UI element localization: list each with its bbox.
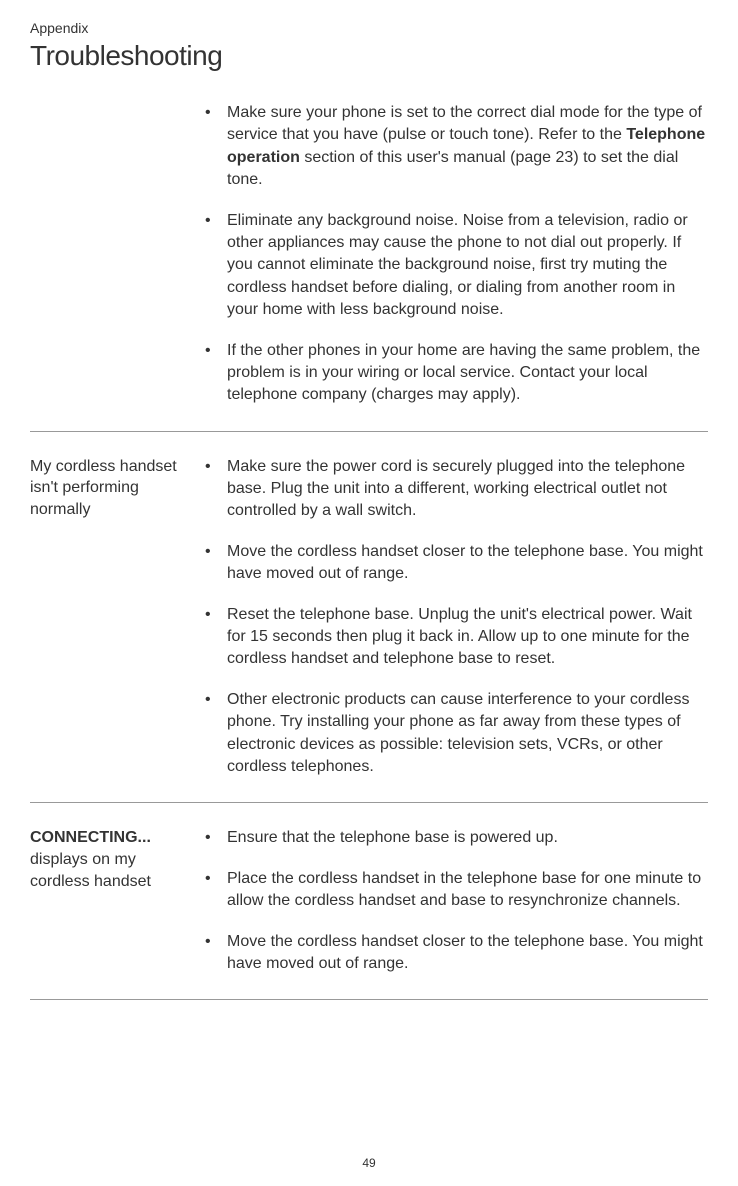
bullet-icon: • (205, 456, 227, 523)
list-item: • Move the cordless handset closer to th… (205, 931, 708, 976)
solutions-list-1: • Make sure your phone is set to the cor… (205, 102, 708, 407)
list-item: • Reset the telephone base. Unplug the u… (205, 604, 708, 671)
bullet-icon: • (205, 541, 227, 586)
troubleshooting-section-1: • Make sure your phone is set to the cor… (30, 102, 708, 432)
solutions-list-3: • Ensure that the telephone base is powe… (205, 827, 708, 975)
item-text: Eliminate any background noise. Noise fr… (227, 210, 708, 322)
item-text: Ensure that the telephone base is powere… (227, 827, 708, 849)
bullet-icon: • (205, 210, 227, 322)
item-text: Move the cordless handset closer to the … (227, 931, 708, 976)
list-item: • If the other phones in your home are h… (205, 340, 708, 407)
bullet-icon: • (205, 931, 227, 976)
page-title: Troubleshooting (30, 40, 708, 72)
item-text: Make sure the power cord is securely plu… (227, 456, 708, 523)
troubleshooting-section-3: CONNECTING... displays on my cordless ha… (30, 827, 708, 1000)
item-text: Make sure your phone is set to the corre… (227, 102, 708, 192)
solutions-list-2: • Make sure the power cord is securely p… (205, 456, 708, 779)
item-text: Place the cordless handset in the teleph… (227, 868, 708, 913)
bullet-icon: • (205, 868, 227, 913)
item-text: Reset the telephone base. Unplug the uni… (227, 604, 708, 671)
bullet-icon: • (205, 689, 227, 779)
item-text: If the other phones in your home are hav… (227, 340, 708, 407)
list-item: • Other electronic products can cause in… (205, 689, 708, 779)
list-item: • Place the cordless handset in the tele… (205, 868, 708, 913)
problem-label-2: My cordless handset isn't performing nor… (30, 456, 193, 521)
bullet-icon: • (205, 102, 227, 192)
problem-label-3: CONNECTING... displays on my cordless ha… (30, 827, 193, 892)
list-item: • Make sure the power cord is securely p… (205, 456, 708, 523)
page-number: 49 (362, 1156, 375, 1170)
bullet-icon: • (205, 604, 227, 671)
item-text: Move the cordless handset closer to the … (227, 541, 708, 586)
section-label: Appendix (30, 20, 708, 36)
troubleshooting-section-2: My cordless handset isn't performing nor… (30, 456, 708, 804)
list-item: • Eliminate any background noise. Noise … (205, 210, 708, 322)
list-item: • Ensure that the telephone base is powe… (205, 827, 708, 849)
list-item: • Move the cordless handset closer to th… (205, 541, 708, 586)
item-text: Other electronic products can cause inte… (227, 689, 708, 779)
list-item: • Make sure your phone is set to the cor… (205, 102, 708, 192)
bullet-icon: • (205, 340, 227, 407)
bullet-icon: • (205, 827, 227, 849)
